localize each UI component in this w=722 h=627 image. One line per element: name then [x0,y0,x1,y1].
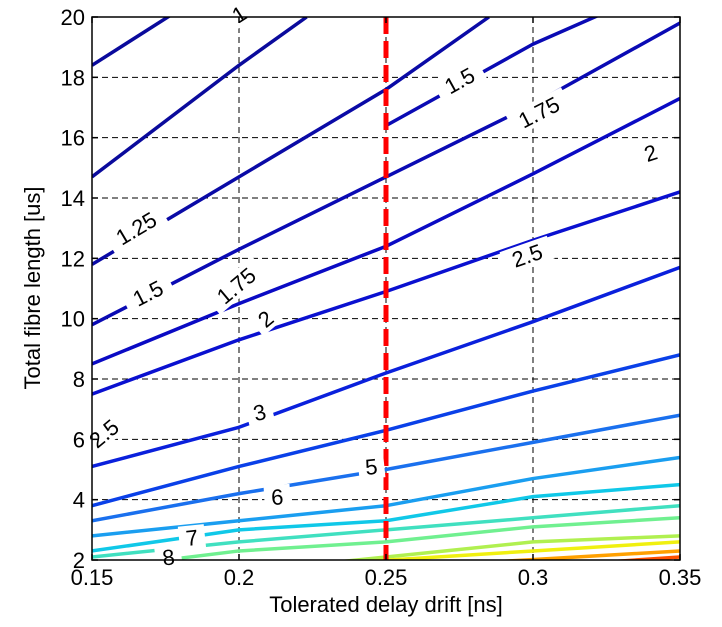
contour-line [610,555,680,560]
contour-line [92,17,308,179]
contour-line [92,265,680,469]
contour-line [385,17,600,128]
contour-label-gap [221,0,257,32]
y-tick-label: 10 [61,307,85,332]
y-tick-label: 14 [61,186,85,211]
y-axis-label: Total fibre length [us] [20,186,45,389]
contour-label: 5 [364,454,379,480]
contour-line [92,17,172,67]
x-axis-label: Tolerated delay drift [ns] [269,592,503,617]
y-tick-label: 18 [61,65,85,90]
contour-label-gap [244,397,276,427]
y-tick-label: 20 [61,5,85,30]
contour-label-gap [634,137,667,169]
y-tick-label: 12 [61,246,85,271]
contour-label: 3 [251,399,269,426]
x-tick-label: 0.25 [365,565,408,590]
contour-label-gap [103,202,169,255]
contour-line [339,534,680,560]
contour-label: 8 [161,544,176,570]
contour-label-gap [357,453,386,480]
contour-line [495,549,680,560]
contour-label-gap [120,270,176,316]
contour-line [92,413,680,523]
x-tick-label: 0.15 [71,565,114,590]
x-tick-label: 0.2 [224,565,255,590]
contour-label-gap [505,87,572,137]
y-tick-label: 4 [73,488,85,513]
y-tick-label: 8 [73,367,85,392]
contour-label-gap [263,483,291,510]
y-axis-ticks: 2 4 6 8 10 12 14 16 18 20 [61,5,680,573]
contour-label: 7 [185,525,200,551]
contour-label-gap [431,57,488,103]
contour-label-gap [247,301,284,337]
contour-label-gap [177,524,207,551]
contour-label: 6 [270,484,284,510]
contour-label-gap [76,408,131,459]
x-axis-ticks: 0.15 0.2 0.25 0.3 0.35 [71,17,702,590]
contour-label-gap [204,256,268,315]
contour-line [151,516,680,560]
x-tick-label: 0.35 [659,565,702,590]
contour-line [361,540,680,560]
contour-label-gap [499,235,555,275]
contour-label-gap [154,543,183,571]
y-tick-label: 6 [73,427,85,452]
y-tick-label: 2 [73,548,85,573]
x-tick-label: 0.3 [518,565,549,590]
y-tick-label: 16 [61,126,85,151]
